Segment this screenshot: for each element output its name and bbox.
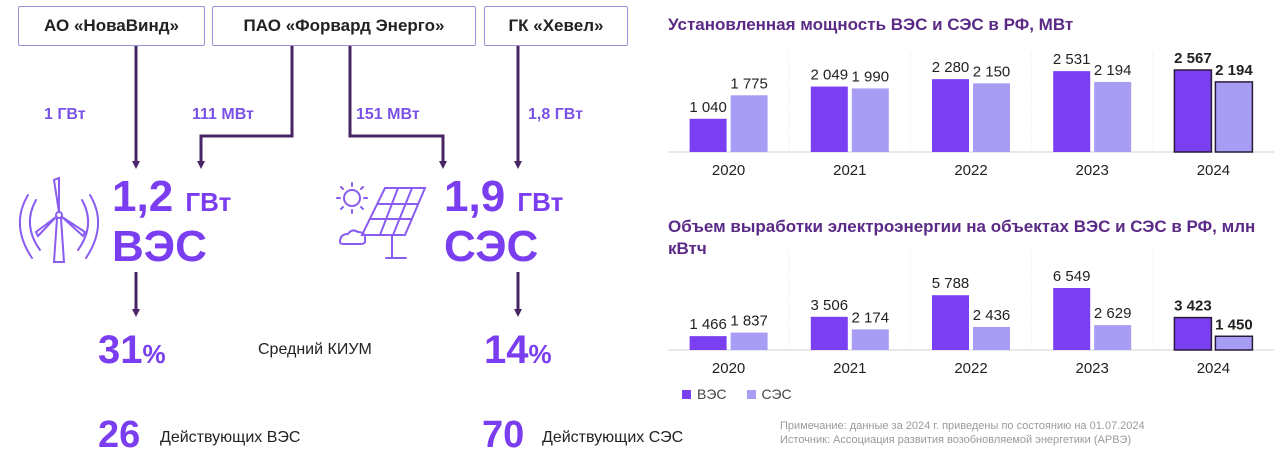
- chart1-title: Установленная мощность ВЭС и СЭС в РФ, М…: [668, 15, 1074, 34]
- chart2-x-tick-2023: 2023: [1076, 360, 1109, 377]
- chart1-value-label-solar-2023: 2 194: [1094, 62, 1132, 79]
- chart1-bar-wind-2022: [932, 79, 969, 152]
- wind-kium: 31%: [98, 328, 166, 373]
- chart1-value-label-solar-2021: 1 990: [852, 68, 890, 85]
- chart2-title: Объем выработки электроэнергии на объект…: [668, 217, 1256, 258]
- flow-label-hevel: 1,8 ГВт: [528, 106, 583, 123]
- flow-label-forward-wind: 111 МВт: [192, 106, 254, 123]
- chart2-x-tick-2024: 2024: [1197, 360, 1230, 377]
- chart1-x-tick-2020: 2020: [712, 162, 745, 179]
- solar-type-label: СЭС: [444, 222, 539, 271]
- solar-count: 70: [482, 414, 525, 456]
- chart1-value-label-wind-2021: 2 049: [811, 67, 849, 84]
- company-box-novavind: АО «НоваВинд»: [18, 6, 205, 46]
- chart2-bar-solar-2022: [973, 326, 1010, 350]
- chart2-value-label-wind-2022: 5 788: [932, 275, 970, 292]
- chart1-bar-solar-2021: [851, 88, 889, 152]
- solar-capacity-number: 1,9: [444, 172, 506, 221]
- chart1-value-label-solar-2020: 1 775: [730, 75, 768, 92]
- chart2-bar-solar-2024: [1214, 335, 1254, 351]
- chart2-bar-wind-2020: [689, 336, 727, 350]
- chart2-value-label-solar-2022: 2 436: [973, 307, 1011, 324]
- legend-wind-swatch: [682, 389, 691, 399]
- note-line-1: Примечание: данные за 2024 г. приведены …: [780, 420, 1145, 432]
- chart1-value-label-wind-2022: 2 280: [932, 59, 970, 76]
- chart1-value-label-solar-2022: 2 150: [973, 63, 1011, 80]
- legend-wind-label: ВЭС: [697, 386, 727, 402]
- chart2-x-tick-2022: 2022: [954, 360, 987, 377]
- chart1-x-tick-2023: 2023: [1076, 162, 1109, 179]
- flow-label-novavind: 1 ГВт: [44, 106, 86, 123]
- chart2-bar-wind-2021: [810, 316, 848, 350]
- wind-capacity-unit: ГВт: [185, 187, 232, 217]
- legend-solar-swatch: [746, 389, 756, 399]
- note-line-2: Источник: Ассоциация развития возобновля…: [780, 434, 1132, 446]
- chart1-bar-solar-2024: [1214, 81, 1254, 153]
- wind-capacity-value: 1,2 ГВт: [112, 172, 231, 222]
- solar-kium-unit: %: [528, 339, 552, 369]
- chart2-bar-wind-2022: [932, 295, 969, 350]
- solar-kium-number: 14: [484, 328, 529, 372]
- wind-type-label: ВЭС: [112, 222, 207, 271]
- solar-kium: 14%: [484, 328, 552, 373]
- chart1-bar-wind-2021: [810, 86, 848, 152]
- chart2-value-label-solar-2020: 1 837: [730, 313, 768, 330]
- company-box-hevel: ГК «Хевел»: [484, 6, 628, 46]
- solar-count-label: Действующих СЭС: [542, 429, 684, 446]
- chart2-x-tick-2021: 2021: [833, 360, 866, 377]
- chart2-bar-wind-2023: [1053, 288, 1091, 350]
- chart1-value-label-wind-2023: 2 531: [1053, 51, 1091, 68]
- chart1-bar-solar-2020: [730, 95, 768, 152]
- chart1-bar-wind-2024: [1173, 69, 1213, 153]
- chart1-bar-solar-2022: [973, 83, 1010, 152]
- chart2-value-label-solar-2023: 2 629: [1094, 305, 1132, 322]
- wind-kium-number: 31: [98, 328, 143, 372]
- wind-count-label: Действующих ВЭС: [160, 429, 301, 446]
- chart1-bar-wind-2023: [1053, 71, 1091, 152]
- chart1-value-label-wind-2020: 1 040: [689, 99, 727, 116]
- chart1-bar-wind-2020: [689, 118, 727, 152]
- chart1-value-label-wind-2024: 2 567: [1174, 50, 1212, 67]
- chart2-bar-solar-2021: [851, 329, 889, 350]
- flow-label-forward-solar: 151 МВт: [356, 106, 420, 123]
- legend-solar-label: СЭС: [761, 386, 792, 402]
- wind-count: 26: [98, 414, 141, 456]
- chart1-bar-solar-2023: [1094, 81, 1132, 152]
- chart2-bar-solar-2023: [1094, 325, 1132, 350]
- kium-label: Средний КИУМ: [258, 341, 372, 358]
- chart2-value-label-solar-2024: 1 450: [1215, 316, 1253, 333]
- company-box-forward-energo: ПАО «Форвард Энерго»: [212, 6, 476, 46]
- wind-kium-unit: %: [142, 339, 166, 369]
- chart2-value-label-solar-2021: 2 174: [852, 309, 890, 326]
- chart2-x-tick-2020: 2020: [712, 360, 745, 377]
- chart1-value-label-solar-2024: 2 194: [1215, 62, 1253, 79]
- chart-legend: ВЭС СЭС: [682, 386, 792, 402]
- wind-capacity-number: 1,2: [112, 172, 174, 221]
- chart2-value-label-wind-2024: 3 423: [1174, 298, 1212, 315]
- chart1-x-tick-2021: 2021: [833, 162, 866, 179]
- chart1-x-tick-2024: 2024: [1197, 162, 1230, 179]
- chart2-value-label-wind-2023: 6 549: [1053, 268, 1091, 285]
- chart2-value-label-wind-2021: 3 506: [811, 297, 849, 314]
- solar-capacity-unit: ГВт: [517, 187, 564, 217]
- chart2-value-label-wind-2020: 1 466: [689, 316, 727, 333]
- chart2-bar-solar-2020: [730, 332, 768, 350]
- chart1-x-tick-2022: 2022: [954, 162, 987, 179]
- solar-capacity-value: 1,9 ГВт: [444, 172, 563, 222]
- chart2-bar-wind-2024: [1173, 316, 1213, 351]
